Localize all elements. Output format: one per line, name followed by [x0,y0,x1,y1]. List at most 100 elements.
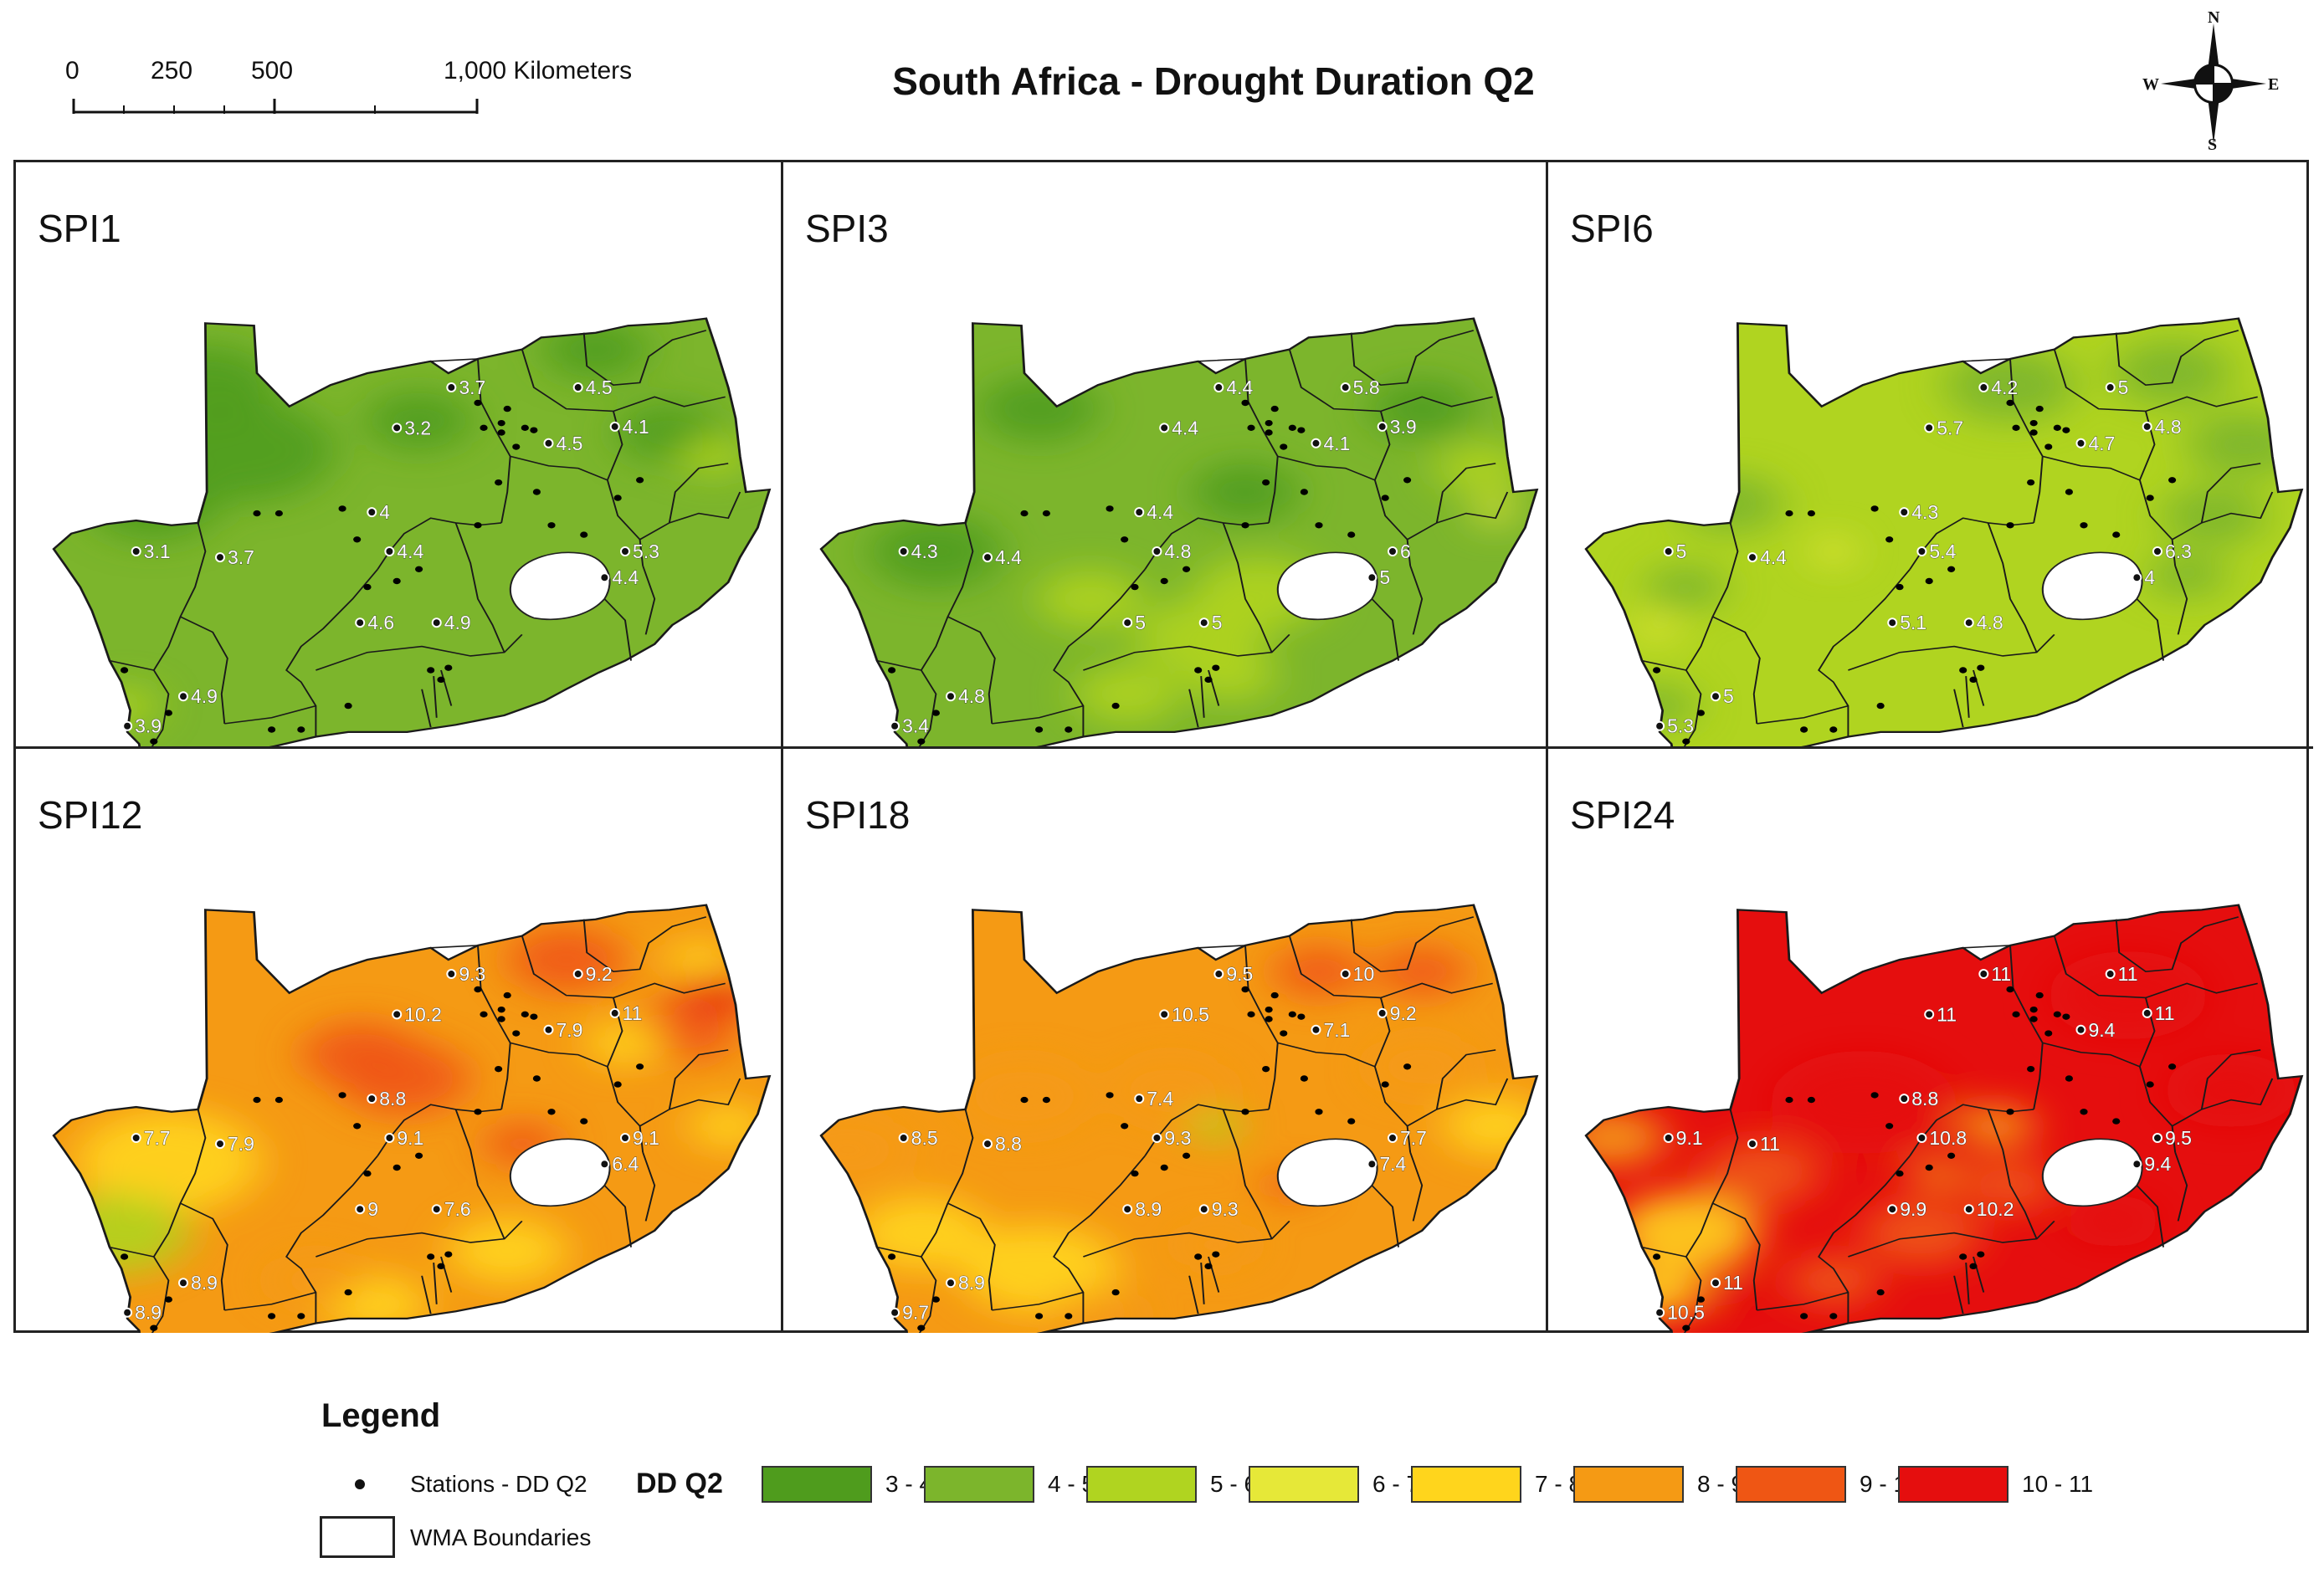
station-dot [2168,1063,2177,1070]
station-value-label: 4.5 [556,433,582,454]
station-value-label: 5 [2118,377,2129,398]
wma-boundary [2138,411,2177,566]
station-dot [474,986,482,993]
labeled-station-dot [2105,969,2116,980]
station-dot [1885,1123,1894,1130]
station-dot [164,710,172,716]
wma-boundary [2136,598,2165,661]
panel-spi12: SPI12 9.3 9.2 10.2 11 7.9 8.8 7.7 7.9 9.1 9.1 6.4 9… [16,746,781,1333]
country-outline [819,904,1539,1333]
station-dot [1297,1013,1306,1020]
labeled-station-dot [1152,1133,1162,1143]
station-dot [150,1324,158,1331]
labeled-station-dot [898,546,909,556]
wma-boundary [1371,1185,1400,1248]
compass-w: W [2142,75,2159,94]
legend-swatch [1086,1466,1197,1503]
legend-swatch-label: 10 - 11 [2022,1471,2094,1497]
station-value-label: 4.1 [623,416,649,438]
wma-boundary [1953,669,1985,728]
wma-boundary-swatch [320,1516,395,1558]
labeled-station-dot [898,1133,909,1143]
station-dot [253,510,261,517]
scale-label-250: 250 [151,57,193,85]
station-dot [1829,726,1838,733]
wma-boundary [1409,565,1424,635]
station-dot [532,1075,541,1082]
station-dot [1280,1030,1288,1037]
station-dot [547,522,556,529]
station-dot [2027,479,2035,486]
labeled-station-dot [1213,969,1224,980]
station-dot [1696,1296,1705,1303]
station-dot [2080,1109,2088,1115]
labeled-station-dot [599,572,610,583]
wma-boundary [1083,633,1290,671]
station-dot [1300,489,1308,495]
wma-boundary [224,1291,316,1311]
labeled-station-dot [392,423,403,433]
station-value-label: 11 [1723,1272,1743,1294]
station-value-label: 7.9 [228,1133,254,1155]
station-dot [2053,1011,2061,1018]
station-dot [503,991,511,999]
station-dot [636,1063,644,1070]
wma-boundary [2200,463,2261,524]
labeled-station-dot [1340,969,1351,980]
station-dot [2112,1118,2121,1125]
station-dot [1265,429,1273,436]
station-dot [1381,1081,1389,1088]
station-dot [2065,1075,2073,1082]
station-dot [497,429,505,436]
station-value-label: 3.2 [404,417,431,438]
station-dot [1829,1313,1838,1319]
station-dot [1065,1313,1073,1319]
station-value-label: 8.5 [911,1127,938,1149]
station-dot [2035,991,2044,999]
labeled-station-dot [1340,382,1351,393]
station-value-label: 4.8 [2155,416,2182,438]
wma-boundary [454,1109,505,1239]
station-dot [1876,1289,1885,1296]
wma-boundary [2172,491,2274,541]
labeled-station-dot [946,691,956,702]
station-dot [1212,1251,1220,1258]
station-dot [427,1253,435,1260]
legend-dd-label: DD Q2 [636,1468,723,1499]
station-dot [1241,399,1249,407]
station-dot [512,443,521,450]
labeled-station-dot [384,546,395,556]
station-dot [1111,702,1120,710]
labeled-station-dot [215,1139,225,1150]
lesotho-hole [2041,551,2143,621]
south-africa-map [1584,904,2304,1333]
station-dot [344,1289,352,1296]
station-dot [474,1109,482,1115]
wma-boundary [1435,1049,1496,1110]
labeled-station-dot [1311,1024,1321,1035]
wma-boundary [1244,945,1279,1110]
station-value-label: 7.1 [1323,1019,1350,1041]
wma-boundary [179,616,228,724]
station-dot [2080,522,2088,529]
station-value-label: 4.9 [444,612,471,633]
wma-boundary [1435,463,1496,524]
south-africa-map [819,904,1539,1333]
labeled-station-dot [1711,691,1721,702]
station-dot [1262,1065,1270,1073]
country-outline [1584,317,2304,746]
station-dot [2006,522,2014,529]
wma-boundary [1818,568,1911,737]
station-value-label: 5.7 [1937,417,1963,438]
station-dot [480,424,488,432]
station-value-label: 4.8 [1164,541,1191,562]
station-dot [1876,702,1885,710]
wma-boundary [2115,330,2239,387]
panel-title: SPI3 [805,207,889,250]
station-dot [2062,1013,2070,1020]
labeled-station-dot [620,546,630,556]
panel-spi1: SPI1 3.7 4.5 3.2 4.1 4.5 4 3.1 3.7 4.4 5.3 4.4 4.6 4… [16,162,781,746]
station-dot [497,419,505,427]
labeled-station-dot [1711,1278,1721,1289]
station-dot [497,1016,505,1022]
